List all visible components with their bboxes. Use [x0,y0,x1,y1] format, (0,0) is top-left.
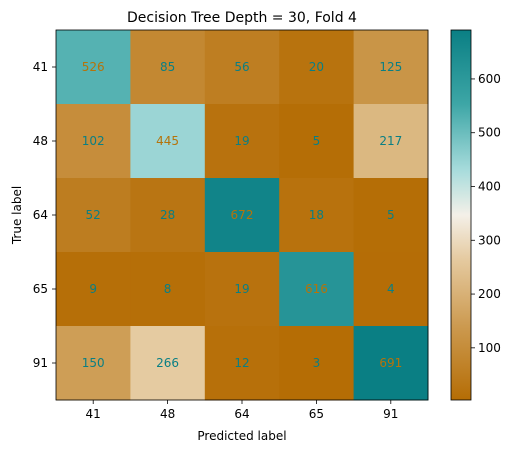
cell-value-label: 19 [234,282,249,296]
cell-value-label: 691 [379,356,402,370]
y-tick-label: 91 [33,356,48,370]
x-tick-label: 64 [234,407,249,421]
x-axis-ticks: 41 48 64 65 91 [86,400,399,421]
y-axis-ticks: 41 48 64 65 91 [33,60,56,370]
cell-value-label: 19 [234,134,249,148]
cell-value-label: 5 [313,134,321,148]
cell-value-label: 616 [305,282,328,296]
chart-title: Decision Tree Depth = 30, Fold 4 [127,10,357,26]
cell-value-label: 526 [82,60,105,74]
colorbar-tick-label: 500 [478,126,501,140]
colorbar-tick-label: 400 [478,179,501,193]
cell-value-label: 8 [164,282,172,296]
y-tick-label: 65 [33,282,48,296]
cell-value-label: 217 [379,134,402,148]
x-tick-label: 91 [383,407,398,421]
cell-value-label: 3 [313,356,321,370]
colorbar [451,30,471,400]
cell-value-label: 20 [309,60,324,74]
y-axis-label: True label [10,186,24,245]
colorbar-tick-label: 600 [478,72,501,86]
cell-value-label: 102 [82,134,105,148]
colorbar-tick-label: 300 [478,233,501,247]
y-tick-label: 48 [33,134,48,148]
colorbar-tick-label: 100 [478,341,501,355]
cell-value-label: 445 [156,134,179,148]
cell-value-label: 266 [156,356,179,370]
cell-value-label: 28 [160,208,175,222]
cell-value-label: 125 [379,60,402,74]
cell-value-label: 12 [234,356,249,370]
x-tick-label: 65 [309,407,324,421]
y-tick-label: 41 [33,60,48,74]
y-tick-label: 64 [33,208,48,222]
cell-value-label: 9 [89,282,97,296]
x-axis-label: Predicted label [197,429,286,443]
cell-value-label: 672 [231,208,254,222]
x-tick-label: 48 [160,407,175,421]
cell-value-label: 52 [86,208,101,222]
cell-value-label: 18 [309,208,324,222]
cell-value-label: 4 [387,282,395,296]
cell-value-label: 5 [387,208,395,222]
cell-value-label: 150 [82,356,105,370]
x-tick-label: 41 [86,407,101,421]
colorbar-tick-label: 200 [478,287,501,301]
cell-value-label: 85 [160,60,175,74]
colorbar-ticks: 100 200 300 400 500 600 [471,72,501,355]
cell-value-label: 56 [234,60,249,74]
